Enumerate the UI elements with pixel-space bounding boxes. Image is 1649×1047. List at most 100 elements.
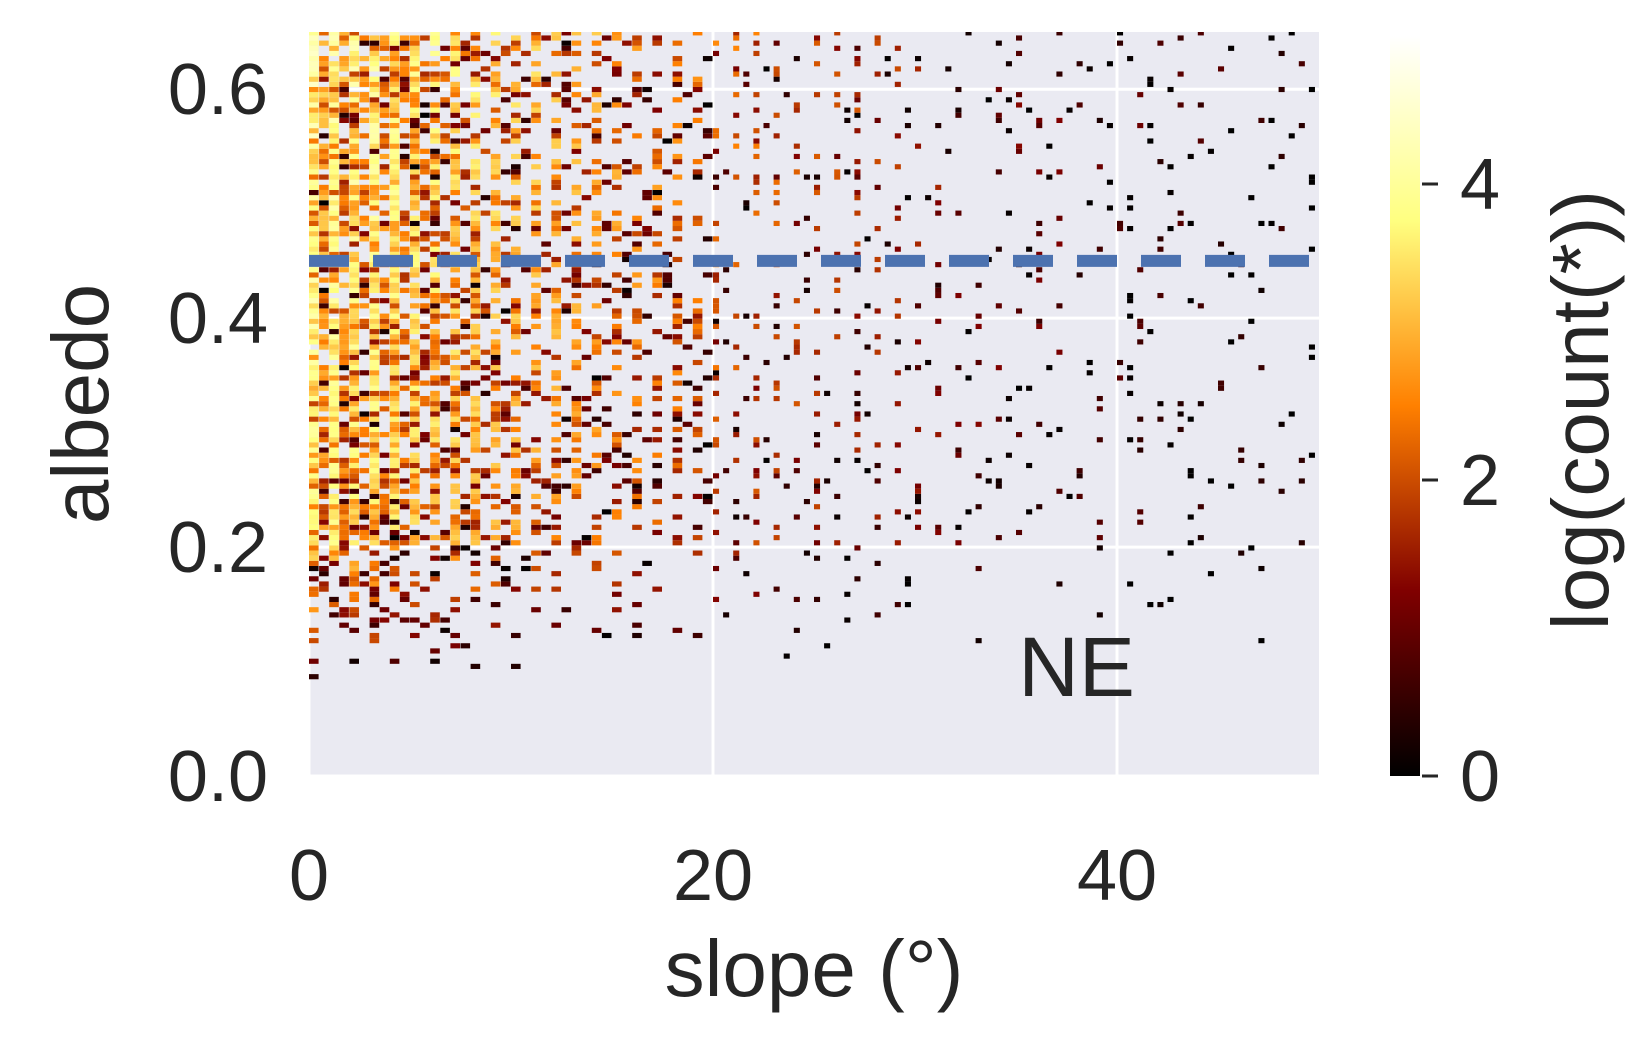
heatmap-cell (389, 499, 400, 505)
heatmap-cell (410, 457, 420, 463)
heatmap-cell (440, 251, 450, 257)
heatmap-cell (511, 334, 521, 340)
heatmap-cell (511, 437, 521, 443)
heatmap-cell (1117, 375, 1124, 381)
heatmap-cell (622, 122, 632, 129)
heatmap-cell (349, 50, 359, 57)
heatmap-cell (369, 499, 380, 505)
heatmap-cell (369, 390, 380, 396)
heatmap-cell (531, 504, 541, 510)
heatmap-cell (490, 421, 501, 427)
heatmap-cell (480, 66, 491, 72)
heatmap-cell (773, 112, 780, 118)
heatmap-cell (1167, 442, 1174, 448)
heatmap-cell (551, 462, 561, 469)
heatmap-cell (349, 591, 359, 597)
heatmap-cell (379, 226, 390, 232)
heatmap-cell (702, 493, 713, 500)
heatmap-cell (389, 267, 400, 273)
heatmap-cell (814, 246, 821, 252)
heatmap-cell (329, 535, 339, 541)
heatmap-cell (369, 535, 380, 541)
heatmap-cell (450, 349, 460, 355)
heatmap-cell (309, 81, 319, 87)
heatmap-cell (309, 442, 319, 448)
heatmap-cell (369, 638, 380, 644)
heatmap-cells (309, 32, 1315, 680)
heatmap-cell (309, 189, 319, 196)
heatmap-cell (359, 66, 370, 72)
heatmap-cell (713, 303, 720, 309)
heatmap-cell (319, 122, 329, 129)
heatmap-cell (692, 81, 703, 87)
heatmap-cell (440, 313, 450, 319)
heatmap-cell (359, 571, 370, 577)
heatmap-cell (511, 401, 521, 407)
heatmap-cell (349, 468, 359, 474)
heatmap-cell (410, 220, 420, 227)
heatmap-cell (430, 179, 440, 185)
heatmap-cell (1026, 246, 1033, 252)
heatmap-cell (359, 92, 370, 98)
heatmap-cell (500, 200, 511, 206)
heatmap-cell (753, 32, 760, 36)
heatmap-cell (379, 287, 390, 293)
heatmap-cell (349, 236, 359, 242)
heatmap-cell (935, 287, 942, 293)
heatmap-cell (319, 112, 329, 118)
heatmap-cell (319, 159, 329, 165)
heatmap-cell (1177, 401, 1184, 407)
heatmap-cell (672, 122, 683, 129)
heatmap-cell (612, 442, 622, 448)
heatmap-cell (450, 483, 460, 489)
heatmap-cell (1268, 35, 1275, 41)
heatmap-cell (430, 457, 440, 463)
heatmap-cell (410, 143, 420, 149)
heatmap-cell (369, 395, 380, 402)
heatmap-cell (511, 92, 521, 98)
heatmap-cell (814, 442, 821, 448)
heatmap-cell (460, 220, 471, 227)
heatmap-cell (1056, 426, 1063, 433)
heatmap-cell (389, 519, 400, 525)
heatmap-cell (399, 277, 410, 283)
heatmap-cell (894, 401, 901, 407)
heatmap-cell (713, 375, 720, 381)
heatmap-cell (410, 102, 420, 108)
heatmap-cell (309, 174, 319, 180)
heatmap-cell (399, 133, 410, 139)
heatmap-cell (743, 71, 750, 77)
heatmap-cell (1268, 220, 1275, 227)
heatmap-cell (369, 632, 380, 639)
heatmap-cell (309, 329, 319, 335)
heatmap-cell (521, 128, 531, 134)
heatmap-cell (733, 499, 740, 505)
heatmap-cell (490, 519, 501, 525)
heatmap-cell (622, 452, 632, 458)
heatmap-cell (410, 138, 420, 144)
heatmap-cell (309, 277, 319, 283)
heatmap-cell (349, 452, 359, 458)
heatmap-cell (1248, 272, 1255, 278)
heatmap-cell (480, 210, 491, 216)
heatmap-cell (854, 416, 861, 422)
heatmap-cell (430, 334, 440, 340)
heatmap-cell (1036, 267, 1043, 273)
heatmap-cell (571, 457, 582, 463)
heatmap-cell (450, 277, 460, 283)
heatmap-cell (389, 210, 400, 216)
heatmap-cell (1207, 148, 1214, 154)
heatmap-cell (410, 602, 420, 608)
heatmap-cell (410, 303, 420, 309)
heatmap-cell (591, 251, 602, 257)
heatmap-cell (369, 468, 380, 474)
heatmap-cell (713, 308, 720, 314)
heatmap-cell (339, 195, 349, 201)
heatmap-cell (622, 169, 632, 175)
heatmap-cell (652, 329, 662, 335)
heatmap-cell (430, 220, 440, 227)
heatmap-cell (1308, 246, 1315, 252)
heatmap-cell (399, 215, 410, 221)
heatmap-cell (1086, 66, 1093, 72)
heatmap-cell (379, 349, 390, 355)
